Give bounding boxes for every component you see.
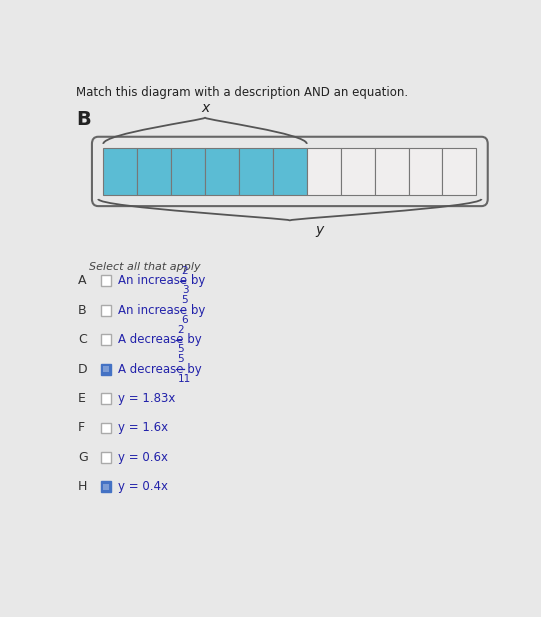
Text: x: x (201, 101, 209, 115)
Bar (171, 147, 205, 195)
FancyBboxPatch shape (101, 363, 111, 375)
Text: y = 1.83x: y = 1.83x (118, 392, 176, 405)
Text: F: F (78, 421, 85, 434)
FancyBboxPatch shape (103, 366, 109, 372)
Text: 2: 2 (177, 325, 184, 335)
Bar (273, 147, 307, 195)
Text: An increase by: An increase by (118, 274, 209, 287)
Bar (137, 147, 171, 195)
Text: Match this diagram with a description AND an equation.: Match this diagram with a description AN… (76, 86, 408, 99)
Bar (239, 147, 273, 195)
Text: 3: 3 (182, 286, 188, 296)
Text: An increase by: An increase by (118, 304, 209, 317)
Text: 5: 5 (182, 296, 188, 305)
Bar (443, 147, 477, 195)
Text: y: y (315, 223, 324, 237)
Text: G: G (78, 451, 88, 464)
Text: D: D (78, 363, 88, 376)
Text: y = 0.4x: y = 0.4x (118, 481, 168, 494)
Text: Select all that apply: Select all that apply (89, 262, 200, 271)
Text: C: C (78, 333, 87, 346)
Text: A decrease by: A decrease by (118, 333, 206, 346)
Text: B: B (76, 110, 91, 129)
Text: A decrease by: A decrease by (118, 363, 206, 376)
Text: H: H (78, 481, 88, 494)
Text: 11: 11 (177, 374, 191, 384)
Text: E: E (78, 392, 86, 405)
Text: 5: 5 (177, 344, 184, 354)
Bar (307, 147, 341, 195)
Bar (341, 147, 375, 195)
FancyBboxPatch shape (103, 484, 109, 490)
Bar (205, 147, 239, 195)
Bar (103, 147, 137, 195)
Text: y = 0.6x: y = 0.6x (118, 451, 168, 464)
Text: y = 1.6x: y = 1.6x (118, 421, 168, 434)
Text: 5: 5 (177, 354, 184, 364)
FancyBboxPatch shape (101, 334, 111, 345)
Bar (408, 147, 443, 195)
FancyBboxPatch shape (101, 481, 111, 492)
Text: A: A (78, 274, 87, 287)
Text: 2: 2 (182, 266, 188, 276)
FancyBboxPatch shape (101, 393, 111, 404)
FancyBboxPatch shape (101, 275, 111, 286)
FancyBboxPatch shape (101, 452, 111, 463)
FancyBboxPatch shape (101, 423, 111, 434)
Text: 6: 6 (182, 315, 188, 325)
FancyBboxPatch shape (101, 305, 111, 316)
Text: B: B (78, 304, 87, 317)
Bar (375, 147, 408, 195)
